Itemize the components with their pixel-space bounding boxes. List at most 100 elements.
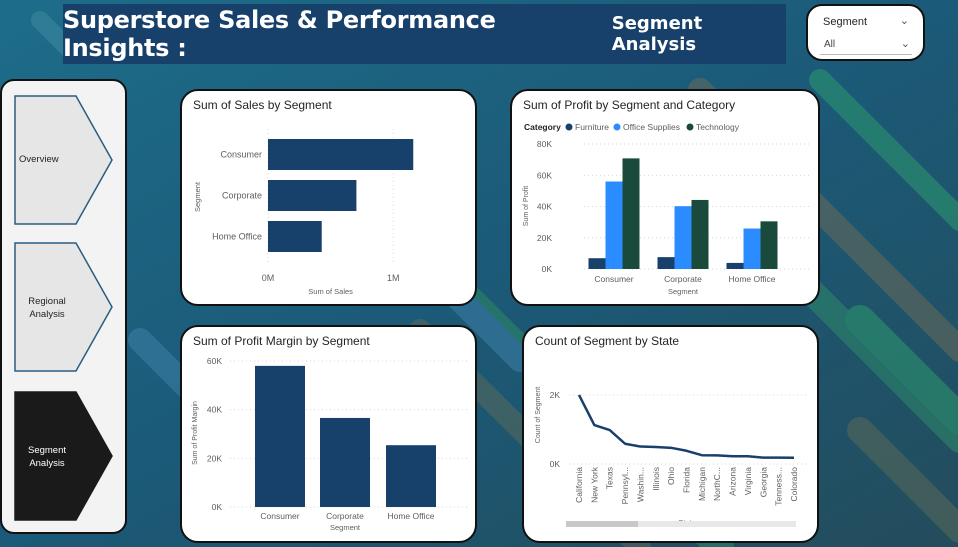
arrow-shape-icon [14, 391, 113, 521]
bar [726, 262, 744, 269]
y-tick-label: 40K [207, 405, 222, 415]
y-tick-label: 20K [537, 233, 552, 243]
report-subtitle: Segment Analysis [611, 13, 703, 55]
bar [320, 417, 370, 507]
y-axis-title: Sum of Profit [523, 186, 530, 227]
category-label: Home Office [387, 511, 434, 521]
category-label: Consumer [260, 511, 299, 521]
bar [268, 139, 414, 170]
bar [691, 199, 709, 269]
y-tick-label: 0K [542, 264, 553, 274]
bar [588, 258, 606, 269]
x-tick-label: 0M [262, 273, 275, 283]
x-tick-label: Colorado [789, 467, 799, 502]
bar [386, 445, 436, 507]
nav-label-segment-analysis: Segment Analysis [27, 445, 67, 469]
y-tick-label: 0K [550, 459, 561, 469]
nav-label-regional-analysis: Regional Analysis [28, 296, 66, 320]
bar [743, 228, 761, 269]
x-tick-label: Arizona [728, 467, 738, 496]
chevron-down-icon[interactable]: ⌄ [899, 15, 909, 27]
category-label: Consumer [594, 274, 633, 284]
sales-by-segment-card[interactable]: Sum of Sales by Segment 0M 1M Consumer Corp… [180, 89, 477, 306]
bar [255, 365, 305, 507]
chevron-down-icon[interactable]: ⌄ [900, 38, 910, 50]
y-tick-label: 60K [537, 170, 552, 180]
bar [605, 181, 623, 269]
slicer-value: All [824, 39, 836, 50]
legend-marker-icon [613, 123, 621, 131]
y-tick-label: 60K [207, 356, 222, 366]
category-label: Corporate [222, 191, 262, 201]
x-tick-label: Ohio [666, 467, 676, 485]
legend-marker-icon [565, 123, 573, 131]
horizontal-scrollbar[interactable] [566, 521, 796, 527]
nav-button-overview[interactable]: Overview [14, 95, 114, 225]
x-tick-label: Virginia [743, 467, 753, 495]
x-tick-label: Pennsyl... [620, 467, 630, 504]
x-tick-label: Illinois [651, 467, 661, 491]
y-axis-title: Count of Segment [535, 387, 542, 443]
chart-title: Sum of Profit Margin by Segment [193, 334, 370, 348]
legend-title: Category [524, 122, 561, 132]
x-tick-label: Texas [605, 467, 615, 489]
y-tick-label: 0K [212, 502, 223, 512]
bar [622, 158, 640, 269]
category-label: Home Office [212, 232, 262, 242]
report-title-bar: Superstore Sales & Performance Insights … [63, 4, 786, 64]
sales-bar-chart: 0M 1M Consumer Corporate Home Office Sum of S… [193, 129, 414, 296]
profit-margin-by-segment-card[interactable]: Sum of Profit Margin by Segment 0K 20K 40K… [180, 325, 477, 543]
report-title: Superstore Sales & Performance Insights … [63, 6, 496, 62]
profit-margin-column-chart: 0K 20K 40K 60K Consumer Corporate Home Office S… [192, 356, 467, 532]
arrow-shape-icon [14, 242, 113, 372]
y-axis-title: Sum of Profit Margin [192, 401, 199, 465]
chart-title: Count of Segment by State [535, 334, 680, 348]
x-tick-label: Tenness... [774, 467, 784, 506]
y-axis-title: Segment [193, 181, 202, 212]
category-label: Consumer [220, 150, 262, 160]
segment-count-by-state-card[interactable]: Count of Segment by State 0K 2K California… [522, 325, 819, 543]
x-axis-title: Segment [330, 523, 361, 532]
bar [674, 206, 692, 269]
legend-label: Office Supplies [623, 122, 680, 132]
x-tick-label: California [574, 467, 584, 503]
x-axis-title: Sum of Sales [308, 287, 353, 296]
profit-clustered-bar-chart: Category Furniture Office Supplies Technolo… [523, 122, 810, 296]
arrow-shape-icon [14, 95, 113, 225]
x-tick-label: Florida [682, 467, 692, 493]
chart-title: Sum of Sales by Segment [193, 98, 332, 112]
segment-slicer[interactable]: Segment ⌄ All ⌄ [806, 4, 925, 61]
x-tick-label: Michigan [697, 467, 707, 501]
bar [657, 257, 675, 269]
y-tick-label: 20K [207, 453, 222, 463]
x-tick-label: Georgia [758, 467, 768, 498]
nav-button-segment-analysis[interactable]: Segment Analysis [14, 391, 114, 521]
nav-button-regional-analysis[interactable]: Regional Analysis [14, 242, 114, 372]
legend-label: Technology [696, 122, 740, 132]
slicer-label: Segment [823, 16, 868, 28]
x-tick-label: New York [589, 466, 599, 503]
x-tick-label: 1M [387, 273, 400, 283]
bar [268, 180, 357, 211]
navigation-panel: Overview Regional Analysis Segment Analy… [0, 79, 127, 534]
scrollbar-thumb[interactable] [566, 521, 638, 527]
category-label: Corporate [664, 274, 702, 284]
legend-marker-icon [686, 123, 694, 131]
x-tick-label: Washin... [635, 467, 645, 502]
series-line [577, 394, 795, 459]
y-tick-label: 80K [537, 139, 552, 149]
category-label: Corporate [326, 511, 364, 521]
profit-by-segment-category-card[interactable]: Sum of Profit by Segment and Category Ca… [510, 89, 820, 306]
y-tick-label: 40K [537, 202, 552, 212]
legend-label: Furniture [575, 122, 609, 132]
bar [268, 221, 322, 252]
state-line-chart: 0K 2K California New York Texas Pennsyl... Was… [535, 387, 809, 527]
y-tick-label: 2K [550, 390, 561, 400]
category-label: Home Office [728, 274, 775, 284]
nav-label-overview: Overview [19, 154, 59, 165]
slicer-dropdown[interactable]: All ⌄ [820, 36, 912, 55]
chart-title: Sum of Profit by Segment and Category [523, 98, 736, 112]
bar [760, 221, 778, 269]
x-tick-label: NorthC... [712, 467, 722, 501]
x-axis-title: Segment [668, 287, 699, 296]
